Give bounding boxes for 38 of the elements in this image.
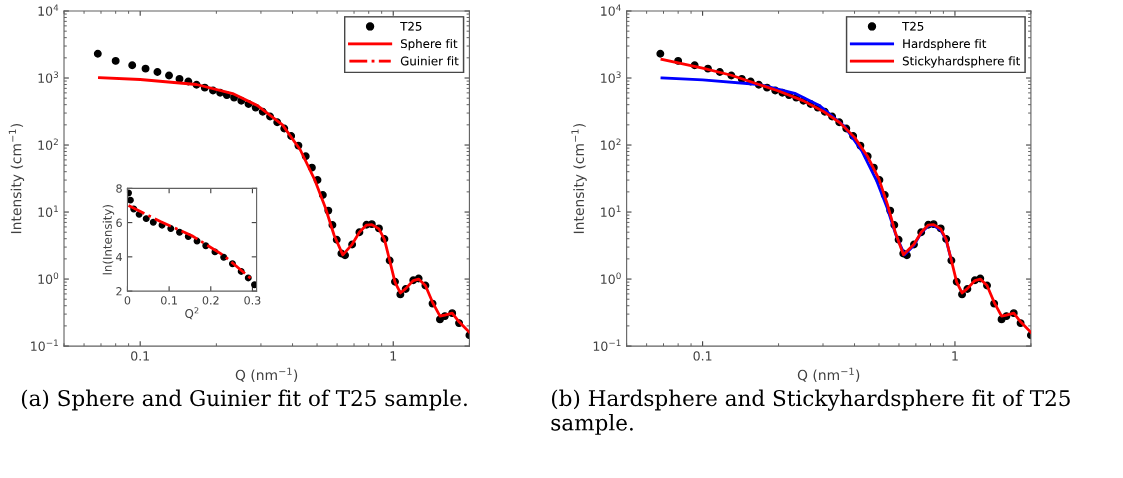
x-tick-label: 0.1: [693, 351, 712, 361]
y-axis-title: Intensity (cm$^{−1}$): [8, 123, 25, 234]
y-tick-label: 10$^{0}$: [601, 272, 621, 284]
y-tick-label: 10$^{2}$: [38, 138, 58, 150]
y-tick-label: 10$^{0}$: [38, 272, 59, 284]
y-tick-label: 4: [116, 252, 122, 262]
x-tick-label: 0: [124, 296, 131, 305]
y-tick-label: 10$^{1}$: [601, 205, 621, 217]
x-axis-title: Q$^{2}$: [185, 307, 199, 320]
y-tick-label: 10$^{3}$: [601, 71, 621, 83]
x-tick-label: 0.2: [202, 296, 219, 305]
text: Guinier fit: [400, 56, 459, 66]
y-tick-label: 10$^{4}$: [601, 4, 621, 16]
x-axis-title: Q (nm$^{−1}$): [797, 367, 860, 382]
x-tick-label: 1: [952, 351, 958, 361]
x-tick-label: 1: [390, 351, 397, 361]
y-tick-label: 10$^{−1}$: [593, 339, 621, 351]
legend-label: T25: [902, 21, 924, 31]
y-tick-label: 10$^{−1}$: [31, 339, 58, 351]
x-tick-label: 0.1: [131, 351, 149, 361]
y-tick-label: 10$^{2}$: [601, 138, 621, 150]
legend-label: Hardsphere fit: [903, 38, 987, 51]
y-axis-title: Intensity (cm$^{−1}$): [571, 123, 587, 234]
y-tick-label: 8: [116, 184, 122, 193]
y-tick-label: 10$^{4}$: [38, 4, 59, 16]
text: (b) Hardsphere and Stickyhardsphere fit of T25 sample.: [551, 389, 1070, 435]
y-tick-label: 10$^{1}$: [38, 205, 58, 217]
x-axis-title: Q (nm$^{−1}$): [235, 367, 298, 382]
x-tick-label: 0.1: [161, 296, 177, 305]
y-tick-label: 2: [116, 287, 122, 296]
y-axis-title: ln(Intensity): [102, 205, 115, 275]
legend-label: Stickyhardsphere fit: [902, 56, 1021, 68]
y-tick-label: 6: [116, 218, 122, 227]
legend-label: T25: [400, 21, 422, 31]
legend-label: Sphere fit: [400, 38, 458, 51]
y-tick-label: 10$^{3}$: [38, 71, 59, 83]
text: (a) Sphere and Guinier fit of T25 sample.: [21, 389, 467, 411]
x-tick-label: 0.3: [244, 296, 261, 305]
